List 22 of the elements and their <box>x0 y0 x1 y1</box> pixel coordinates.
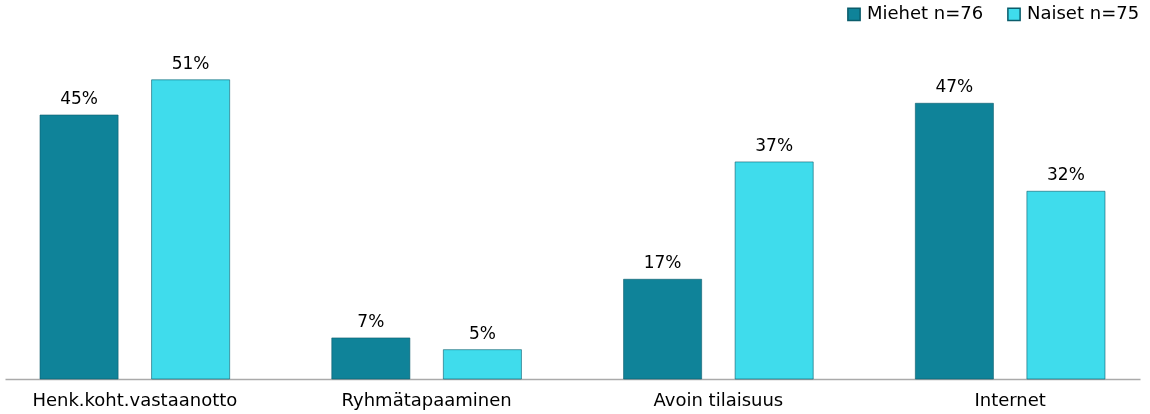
data-label: 17% <box>643 252 682 273</box>
data-label: 47% <box>935 76 974 97</box>
x-tick-label: Ryhmätapaaminen <box>341 388 512 410</box>
bar <box>915 102 994 380</box>
data-label: 32% <box>1047 164 1085 185</box>
bar <box>331 337 411 380</box>
data-label: 5% <box>468 322 496 343</box>
bar <box>734 161 814 380</box>
x-tick-label: Internet <box>974 388 1046 410</box>
x-tick-label: Henk.koht.vastaanotto <box>32 388 238 410</box>
bar <box>39 114 119 380</box>
bar <box>151 79 230 380</box>
data-label: 45% <box>60 88 98 108</box>
bar <box>443 349 522 380</box>
data-label: 51% <box>171 52 210 73</box>
bar <box>623 278 702 380</box>
data-label: 37% <box>755 134 794 155</box>
legend-label: Naiset n=75 <box>1027 2 1140 24</box>
x-tick-label: Avoin tilaisuus <box>653 388 784 410</box>
data-label: 7% <box>357 310 385 331</box>
bar <box>1026 190 1106 380</box>
legend-label: Miehet n=76 <box>867 2 984 24</box>
